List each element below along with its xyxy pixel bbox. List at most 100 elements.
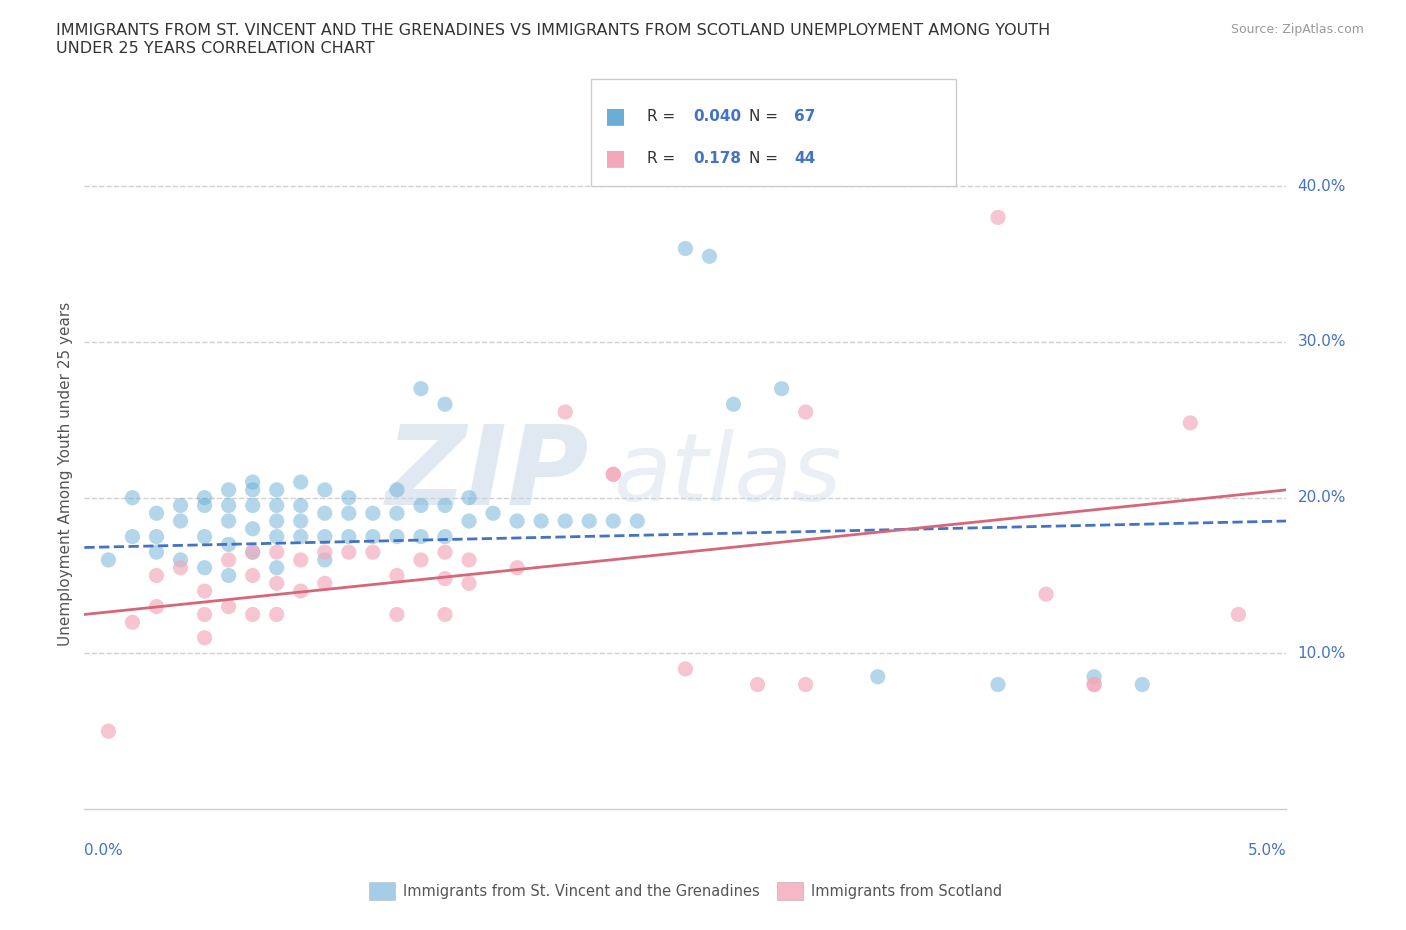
Point (434, 529, 457, 544)
Point (794, 677, 817, 692)
Text: 44: 44 (794, 151, 815, 166)
Point (218, 513, 240, 528)
Point (699, 249, 721, 264)
Point (290, 474, 312, 489)
Point (458, 552, 481, 567)
Point (242, 607, 264, 622)
Point (314, 552, 336, 567)
Point (434, 607, 457, 622)
Point (194, 584, 217, 599)
Point (626, 513, 648, 528)
Point (218, 537, 240, 551)
Point (723, 397, 745, 412)
Point (242, 498, 264, 512)
Point (675, 661, 697, 676)
Point (770, 381, 793, 396)
Point (145, 568, 167, 583)
Text: N =: N = (749, 151, 783, 166)
Point (385, 568, 408, 583)
Point (242, 545, 264, 560)
Text: ZIP: ZIP (385, 420, 589, 528)
Point (314, 483, 336, 498)
Point (169, 513, 191, 528)
Point (145, 529, 167, 544)
Point (169, 498, 191, 512)
Text: 0.040: 0.040 (693, 109, 741, 124)
Point (409, 529, 432, 544)
Y-axis label: Unemployment Among Youth under 25 years: Unemployment Among Youth under 25 years (58, 302, 73, 646)
Point (578, 513, 600, 528)
Point (290, 529, 312, 544)
Text: IMMIGRANTS FROM ST. VINCENT AND THE GRENADINES VS IMMIGRANTS FROM SCOTLAND UNEMP: IMMIGRANTS FROM ST. VINCENT AND THE GREN… (56, 23, 1050, 56)
Point (361, 506, 384, 521)
Point (602, 467, 624, 482)
Point (97, 552, 120, 567)
Point (458, 513, 481, 528)
Point (458, 490, 481, 505)
Point (554, 513, 576, 528)
Point (121, 490, 143, 505)
Point (121, 529, 143, 544)
Point (290, 513, 312, 528)
Point (194, 498, 217, 512)
Point (194, 560, 217, 575)
Point (266, 498, 288, 512)
Point (385, 483, 408, 498)
Point (337, 545, 360, 560)
Point (242, 474, 264, 489)
Text: 67: 67 (794, 109, 815, 124)
Point (314, 506, 336, 521)
Point (266, 560, 288, 575)
Point (506, 560, 529, 575)
Point (218, 552, 240, 567)
Point (385, 506, 408, 521)
Text: ■: ■ (605, 106, 626, 126)
Point (794, 405, 817, 419)
Point (266, 513, 288, 528)
Point (97, 724, 120, 738)
Point (290, 498, 312, 512)
Text: R =: R = (647, 109, 681, 124)
Point (218, 599, 240, 614)
Point (194, 490, 217, 505)
Point (145, 506, 167, 521)
Point (169, 560, 191, 575)
Point (1180, 416, 1202, 431)
Point (290, 552, 312, 567)
Point (218, 568, 240, 583)
Point (1083, 677, 1105, 692)
Point (242, 568, 264, 583)
Point (361, 529, 384, 544)
Point (314, 529, 336, 544)
Point (169, 552, 191, 567)
Text: 0.0%: 0.0% (84, 844, 124, 858)
Point (1227, 607, 1250, 622)
Point (385, 529, 408, 544)
Point (1083, 670, 1105, 684)
Point (434, 545, 457, 560)
Point (218, 483, 240, 498)
Point (409, 552, 432, 567)
Point (337, 506, 360, 521)
Point (602, 467, 624, 482)
Point (194, 607, 217, 622)
Point (266, 576, 288, 591)
Text: 40.0%: 40.0% (1298, 179, 1346, 193)
Point (242, 545, 264, 560)
Point (290, 584, 312, 599)
Point (554, 405, 576, 419)
Point (866, 670, 889, 684)
Point (314, 576, 336, 591)
Point (1083, 677, 1105, 692)
Point (602, 513, 624, 528)
Point (266, 529, 288, 544)
Text: N =: N = (749, 109, 783, 124)
Text: 30.0%: 30.0% (1298, 335, 1346, 350)
Point (266, 483, 288, 498)
Point (121, 615, 143, 630)
Point (675, 241, 697, 256)
Point (266, 545, 288, 560)
Point (987, 677, 1010, 692)
Point (337, 529, 360, 544)
Text: 10.0%: 10.0% (1298, 645, 1346, 661)
